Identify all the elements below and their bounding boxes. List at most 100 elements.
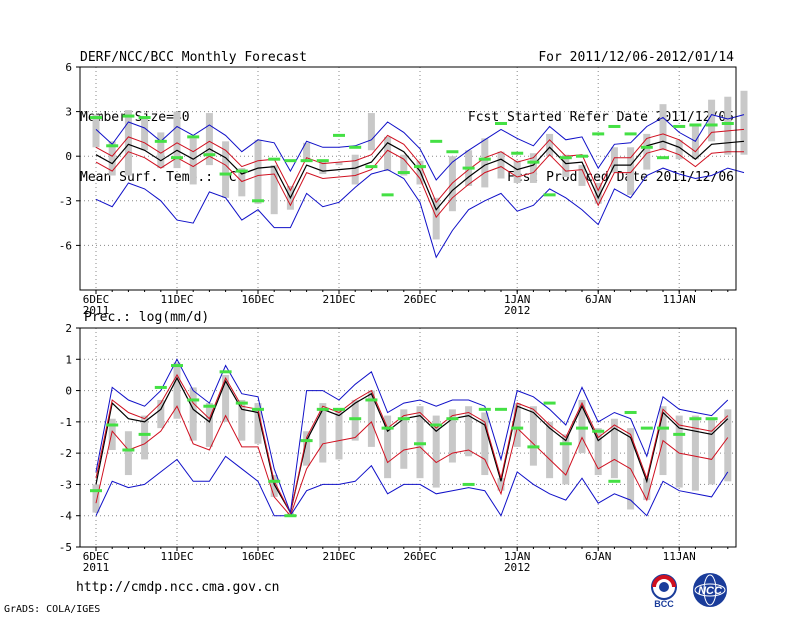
panel1-xtick-label: 11JAN — [663, 293, 696, 306]
panel2-spread-bar — [724, 409, 732, 482]
panel1-ytick-label: -3 — [59, 195, 72, 208]
panel2-spread-bar — [610, 418, 618, 479]
forecast-period: For 2011/12/06-2012/01/14 — [538, 50, 734, 65]
panel1-spread-bar — [497, 151, 505, 179]
panel2-spread-bar — [189, 387, 197, 441]
bcc-logo-text: BCC — [654, 599, 674, 609]
panel2-spread-bar — [303, 431, 311, 466]
panel1-xtick-label: 1JAN — [504, 293, 531, 306]
panel1-spread-bar — [643, 133, 651, 170]
panel2-line-lower-outer — [95, 455, 729, 517]
panel1-spread-bar — [529, 153, 537, 183]
panel2-xtick-label: 26DEC — [403, 550, 436, 563]
panel1-spread-bar — [367, 113, 375, 151]
panel2-spread-bar — [238, 399, 246, 441]
panel2-spread-bar — [351, 399, 359, 441]
panel1-spread-bar — [189, 138, 197, 185]
panel2-spread-bar — [562, 434, 570, 485]
panel1-spread-bar — [124, 110, 132, 176]
panel1-line-lower-outer — [95, 167, 745, 259]
panel1-spread-bar — [481, 138, 489, 188]
panel2-xtick-label: 16DEC — [241, 550, 274, 563]
panel2-ytick-label: -4 — [59, 510, 73, 523]
panel2-spread-bar — [108, 418, 116, 451]
panel2-spread-bar — [416, 406, 424, 479]
panel2-ytick-label: -1 — [59, 416, 72, 429]
panel2-spread-bar — [335, 409, 343, 460]
panel1-xtick-label: 16DEC — [241, 293, 274, 306]
panel1-xtick-label: 6DEC — [83, 293, 110, 306]
panel1-spread-bar — [173, 111, 181, 169]
panel2-spread-bar — [157, 399, 165, 429]
panel1-line-upper-inner — [95, 128, 745, 204]
panel2-spread-bar — [529, 406, 537, 466]
panel1-spread-bar — [513, 160, 521, 183]
panel1-spread-bar — [157, 132, 165, 169]
panel2-spread-bar — [124, 431, 132, 476]
panel2-spread-bar — [432, 415, 440, 488]
panel1-xtick-label: 6JAN — [585, 293, 612, 306]
panel2-line-ensemble-mean — [95, 376, 729, 515]
panel1-xtick-label: 2012 — [504, 304, 531, 317]
chart-title: DERF/NCC/BCC Monthly Forecast — [80, 50, 307, 65]
panel2-line-upper-outer — [95, 358, 729, 513]
panel2-ytick-label: 1 — [65, 353, 72, 366]
grads-credit: GrADS: COLA/IGES — [4, 604, 101, 615]
panel2-ytick-label: 0 — [65, 385, 72, 398]
panel2-spread-bar — [141, 415, 149, 460]
panel2-spread-bar — [205, 403, 213, 447]
panel1-xtick-label: 2011 — [83, 304, 110, 317]
panel1-line-upper-outer — [95, 114, 745, 181]
panel2-spread-bar — [367, 390, 375, 447]
panel1-xtick-label: 26DEC — [403, 293, 436, 306]
panel1-spread-bar — [400, 154, 408, 176]
ncc-logo-icon: NCC — [693, 573, 727, 607]
panel1-spread-bar — [205, 113, 213, 166]
panel1-ytick-label: 0 — [65, 150, 72, 163]
panel1-spread-bar — [578, 165, 586, 186]
panel1-spread-bar — [222, 141, 230, 198]
panel1-xtick-label: 21DEC — [322, 293, 355, 306]
panel2-ytick-label: 2 — [65, 322, 72, 335]
panel1-spread-bar — [546, 133, 554, 157]
precip-panel-title: Prec.: log(mm/d) — [84, 310, 210, 325]
panel2-spread-bar — [92, 484, 100, 513]
panel1-spread-bar — [708, 99, 716, 142]
panel2-spread-bar — [691, 415, 699, 491]
panel2-xtick-label: 11DEC — [160, 550, 193, 563]
panel1-spread-bar — [319, 160, 327, 175]
panel1-spread-bar — [594, 182, 602, 204]
panel1-spread-bar — [303, 142, 311, 160]
panel2-spread-bar — [222, 374, 230, 422]
panel2-spread-bar — [286, 512, 294, 516]
panel2-ytick-label: -3 — [59, 478, 72, 491]
panel2-spread-bar — [708, 418, 716, 485]
panel1-spread-bar — [254, 139, 262, 204]
panel2-ytick-label: -2 — [59, 447, 72, 460]
panel1-spread-bar — [627, 147, 635, 195]
panel2-spread-bar — [643, 478, 651, 501]
bcc-logo-icon: BCC — [651, 574, 677, 609]
panel2-xtick-label: 21DEC — [322, 550, 355, 563]
panel1-ytick-label: 3 — [65, 106, 72, 119]
panel2-xtick-label: 6DEC — [83, 550, 110, 563]
panel2-spread-bar — [270, 475, 278, 497]
panel2-spread-bar — [319, 403, 327, 463]
panel2-xtick-label: 11JAN — [663, 550, 696, 563]
source-url[interactable]: http://cmdp.ncc.cma.gov.cn — [76, 580, 280, 595]
panel2-spread-bar — [465, 406, 473, 457]
panel1-spread-bar — [740, 90, 748, 155]
panel1-spread-bar — [270, 165, 278, 215]
panel2-xtick-label: 2012 — [504, 561, 531, 574]
panel1-spread-bar — [724, 96, 732, 155]
panel2-xtick-label: 1JAN — [504, 550, 531, 563]
panel1-ytick-label: -6 — [59, 239, 72, 252]
panel1-spread-bar — [432, 197, 440, 240]
panel1-frame — [79, 66, 737, 291]
panel2-spread-bar — [448, 409, 456, 463]
panel2-spread-bar — [173, 362, 181, 419]
panel1-spread-bar — [562, 154, 570, 178]
panel1-spread-bar — [675, 139, 683, 160]
panel1-spread-bar — [92, 114, 100, 148]
panel2-xtick-label: 6JAN — [585, 550, 612, 563]
